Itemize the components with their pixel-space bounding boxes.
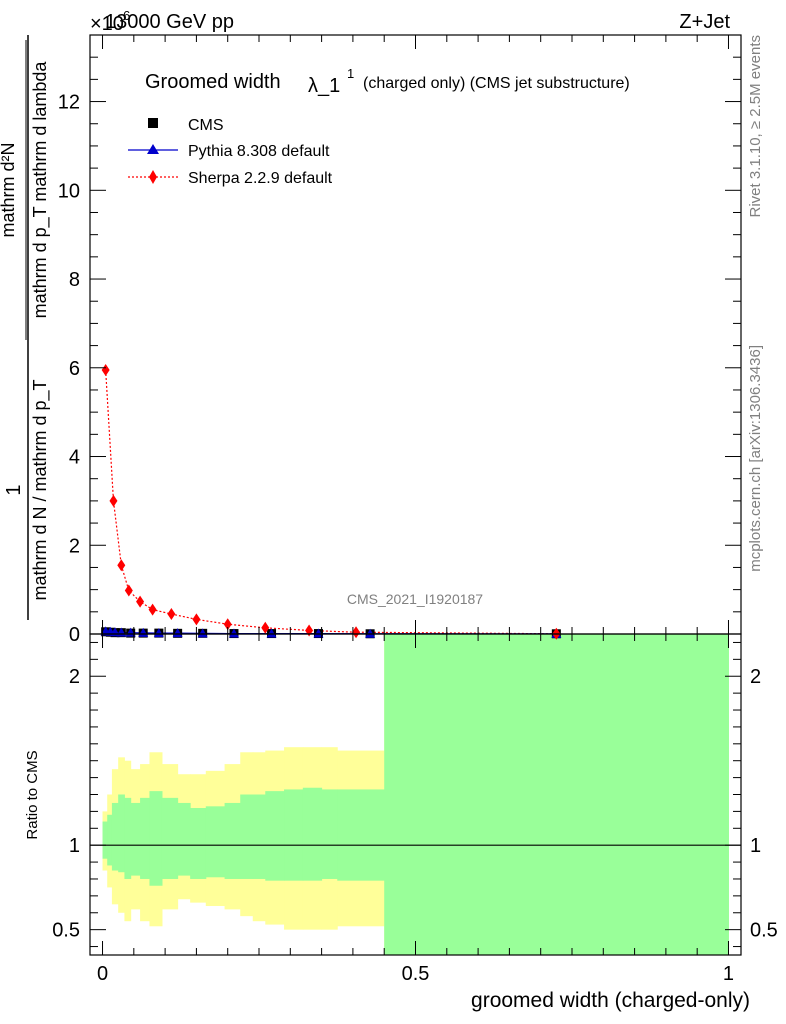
main-ytick-label: 6 bbox=[69, 358, 80, 380]
legend: Groomed width λ_1 1 (charged only) (CMS … bbox=[128, 66, 630, 187]
stat-band-bin bbox=[265, 791, 285, 881]
ylabel-numerator: mathrm d²N bbox=[0, 142, 18, 237]
main-ytick-label: 4 bbox=[69, 447, 80, 469]
sherpa-point bbox=[167, 608, 176, 621]
stat-band-bin bbox=[252, 794, 266, 879]
sherpa-point bbox=[192, 613, 201, 626]
sherpa-point bbox=[136, 595, 145, 608]
stat-band-bin bbox=[337, 789, 385, 881]
main-ytick-label: 0 bbox=[69, 624, 80, 646]
main-marks bbox=[100, 363, 562, 640]
xtick-label: 1 bbox=[723, 963, 734, 985]
xtick-label: 0.5 bbox=[402, 963, 430, 985]
sherpa-point bbox=[352, 626, 361, 639]
stat-band-bin bbox=[130, 802, 141, 876]
main-ytick-label: 10 bbox=[58, 180, 80, 202]
rivet-label: Rivet 3.1.10, ≥ 2.5M events bbox=[747, 35, 764, 218]
stat-band-bin bbox=[177, 802, 191, 876]
ylabel-denominator2: mathrm d p_T mathrm d lambda bbox=[30, 61, 51, 319]
main-ytick-label: 2 bbox=[69, 535, 80, 557]
stat-band-bin bbox=[118, 794, 125, 873]
pythia-point bbox=[172, 628, 183, 638]
pythia-point bbox=[153, 628, 164, 638]
stat-band-bin bbox=[240, 794, 254, 879]
xlabel: groomed width (charged-only) bbox=[471, 989, 750, 1012]
stat-band-bin bbox=[161, 797, 179, 879]
sherpa-point bbox=[101, 363, 110, 376]
sherpa-point bbox=[148, 603, 157, 616]
stat-band-bin bbox=[149, 791, 163, 886]
main-ytick-label: 12 bbox=[58, 92, 80, 114]
legend-title-lambda: λ_1 bbox=[308, 75, 340, 97]
ratio-ytick-label-right: 1 bbox=[750, 835, 761, 857]
ratio-ytick-label: 0.5 bbox=[52, 920, 80, 942]
stat-band-bin bbox=[321, 789, 338, 879]
stat-band-bin bbox=[111, 802, 119, 871]
sherpa-point bbox=[223, 618, 232, 631]
analysis-watermark: CMS_2021_I1920187 bbox=[347, 591, 483, 607]
sherpa-point bbox=[117, 559, 126, 572]
ratio-ytick-label-right: 2 bbox=[750, 666, 761, 688]
legend-title-suffix: (charged only) (CMS jet substructure) bbox=[363, 75, 630, 92]
stat-band-bin bbox=[102, 821, 108, 859]
ratio-bands bbox=[90, 634, 741, 955]
stat-band-bin bbox=[124, 797, 132, 879]
xtick-label: 0 bbox=[97, 963, 108, 985]
ratio-ytick-label: 2 bbox=[69, 666, 80, 688]
legend-sherpa-label: Sherpa 2.2.9 default bbox=[188, 170, 333, 187]
pythia-point bbox=[266, 628, 277, 638]
pythia-point bbox=[228, 628, 239, 638]
sherpa-line bbox=[105, 369, 557, 635]
energy-label: 13000 GeV pp bbox=[105, 11, 234, 33]
sherpa-point bbox=[109, 494, 118, 507]
ylabel-denominator: mathrm d N / mathrm d p_T bbox=[30, 379, 51, 600]
main-ytick-label: 8 bbox=[69, 269, 80, 291]
sherpa-point bbox=[305, 624, 314, 637]
legend-pythia-label: Pythia 8.308 default bbox=[188, 143, 330, 160]
stat-band-bin bbox=[205, 806, 226, 878]
legend-title-sup: 1 bbox=[347, 66, 354, 81]
ratio-ytick-label-right: 0.5 bbox=[750, 920, 778, 942]
ylabel-frac-one: 1 bbox=[3, 484, 25, 495]
pythia-point bbox=[138, 627, 149, 637]
stat-band-bin bbox=[140, 797, 150, 879]
mcplots-label: mcplots.cern.ch [arXiv:1306.3436] bbox=[747, 345, 764, 572]
stat-band-bin bbox=[190, 808, 207, 879]
legend-pythia-marker bbox=[147, 144, 159, 154]
process-label: Z+Jet bbox=[679, 11, 730, 33]
stat-band-bin bbox=[284, 789, 304, 881]
multiplier-prefix: ×10 bbox=[90, 13, 124, 35]
legend-sherpa-marker bbox=[149, 170, 157, 184]
legend-cms-marker bbox=[148, 118, 158, 128]
pythia-point bbox=[313, 628, 324, 638]
sherpa-point bbox=[124, 584, 133, 597]
multiplier-exponent: 6 bbox=[123, 8, 130, 23]
legend-cms-label: CMS bbox=[188, 117, 224, 134]
stat-band-bin bbox=[224, 802, 241, 879]
legend-title-main: Groomed width bbox=[145, 71, 281, 93]
ratio-ytick-label: 1 bbox=[69, 835, 80, 857]
stat-band-bin bbox=[384, 634, 729, 955]
stat-band-bin bbox=[302, 787, 323, 881]
pythia-point bbox=[365, 628, 376, 638]
ratio-ylabel: Ratio to CMS bbox=[24, 750, 41, 839]
sherpa-point bbox=[261, 621, 270, 634]
main-ylabel: 1 mathrm d N / mathrm d p_T mathrm d²N m… bbox=[0, 35, 51, 620]
pythia-point bbox=[197, 628, 208, 638]
stat-band-bin bbox=[107, 814, 113, 866]
